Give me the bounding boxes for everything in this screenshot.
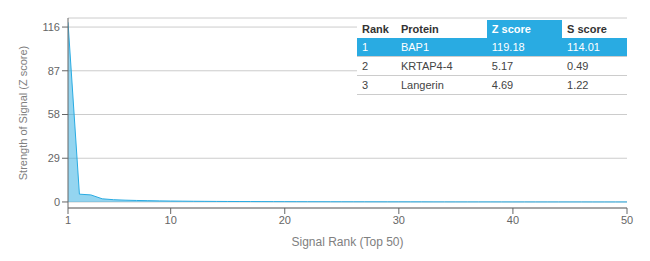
svg-text:50: 50: [621, 214, 633, 226]
html-text:0.49: 0.49: [567, 60, 589, 72]
html-text:114.01: 114.01: [567, 41, 600, 53]
svg-text:58: 58: [48, 108, 60, 120]
svg-text:40: 40: [507, 214, 519, 226]
svg-text:Signal Rank (Top 50): Signal Rank (Top 50): [291, 235, 403, 249]
svg-text:116: 116: [42, 21, 60, 33]
svg-text:29: 29: [48, 152, 60, 164]
html-text:5.17: 5.17: [491, 60, 514, 72]
svg-text:1: 1: [65, 214, 71, 226]
html-text:S score: S score: [567, 23, 607, 35]
html-text:2: 2: [362, 60, 369, 72]
html-text:Z score: Z score: [491, 23, 531, 35]
html-text:1: 1: [362, 41, 369, 53]
html-text:119.18: 119.18: [491, 41, 525, 53]
html-text:KRTAP4-4: KRTAP4-4: [400, 60, 453, 72]
svg-text:30: 30: [393, 214, 405, 226]
html-text:3: 3: [362, 79, 369, 91]
html-text:Protein: Protein: [400, 23, 439, 35]
html-text:BAP1: BAP1: [400, 41, 430, 53]
html-text:Langerin: Langerin: [400, 79, 444, 91]
html-text:4.69: 4.69: [491, 79, 514, 91]
svg-text:20: 20: [279, 214, 291, 226]
html-text:Rank: Rank: [362, 23, 389, 35]
svg-text:10: 10: [165, 214, 177, 226]
svg-text:0: 0: [54, 196, 60, 208]
html-text:1.22: 1.22: [567, 79, 589, 91]
svg-text:Strength of Signal (Z score): Strength of Signal (Z score): [17, 46, 29, 181]
svg-text:87: 87: [48, 65, 60, 77]
